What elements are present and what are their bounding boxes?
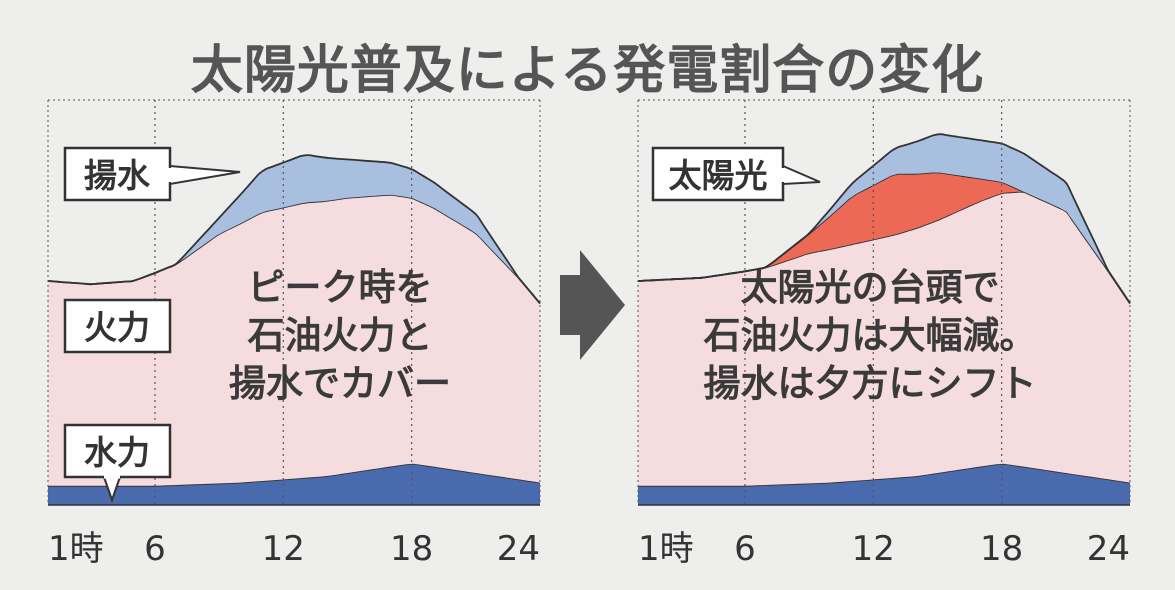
- series-area-thermal-left: [48, 194, 540, 486]
- annotation-line-left-1: 石油火力と: [247, 314, 433, 357]
- callout-pumped: [63, 146, 241, 202]
- x-tick-label-right-4: 24: [1087, 529, 1130, 569]
- callout-thermal: [63, 298, 172, 354]
- annotation-line-right-1: 石油火力は大幅減。: [703, 314, 1037, 357]
- x-tick-label-left-0: 1時: [48, 529, 104, 569]
- series-area-thermal-right: [638, 191, 1130, 486]
- x-tick-label-left-1: 6: [144, 529, 166, 569]
- series-area-pumped-right: [638, 134, 1130, 304]
- x-tick-label-right-1: 6: [734, 529, 756, 569]
- x-tick-label-left-3: 18: [390, 529, 433, 569]
- right-arrow-icon: [560, 250, 625, 360]
- annotation-line-left-2: 揚水でカバー: [229, 362, 451, 405]
- callout-solar-label: 太陽光: [669, 156, 768, 195]
- series-area-pumped-left: [48, 155, 540, 304]
- series-area-solar-right: [638, 172, 1130, 304]
- x-tick-label-right-0: 1時: [638, 529, 694, 569]
- x-tick-label-left-4: 24: [497, 529, 540, 569]
- callout-pumped-label: 揚水: [84, 156, 151, 195]
- x-tick-label-left-2: 12: [262, 529, 305, 569]
- series-line-pumped-left: [47, 154, 541, 304]
- annotation-line-right-2: 揚水は夕方にシフト: [704, 362, 1037, 405]
- page-title: 太陽光普及による発電割合の変化: [190, 41, 985, 101]
- series-area-hydro-right: [638, 463, 1130, 505]
- callout-solar: [651, 146, 821, 202]
- x-tick-label-right-3: 18: [980, 529, 1023, 569]
- annotation-line-right-0: 太陽光の台頭で: [741, 266, 1000, 309]
- annotation-line-left-0: ピーク時を: [248, 266, 433, 309]
- series-line-pumped-right: [637, 133, 1131, 304]
- series-area-hydro-left: [48, 463, 540, 505]
- x-tick-label-right-2: 12: [852, 529, 895, 569]
- callout-hydro: [63, 423, 172, 504]
- callout-thermal-label: 火力: [84, 308, 150, 347]
- callout-hydro-label: 水力: [84, 433, 150, 472]
